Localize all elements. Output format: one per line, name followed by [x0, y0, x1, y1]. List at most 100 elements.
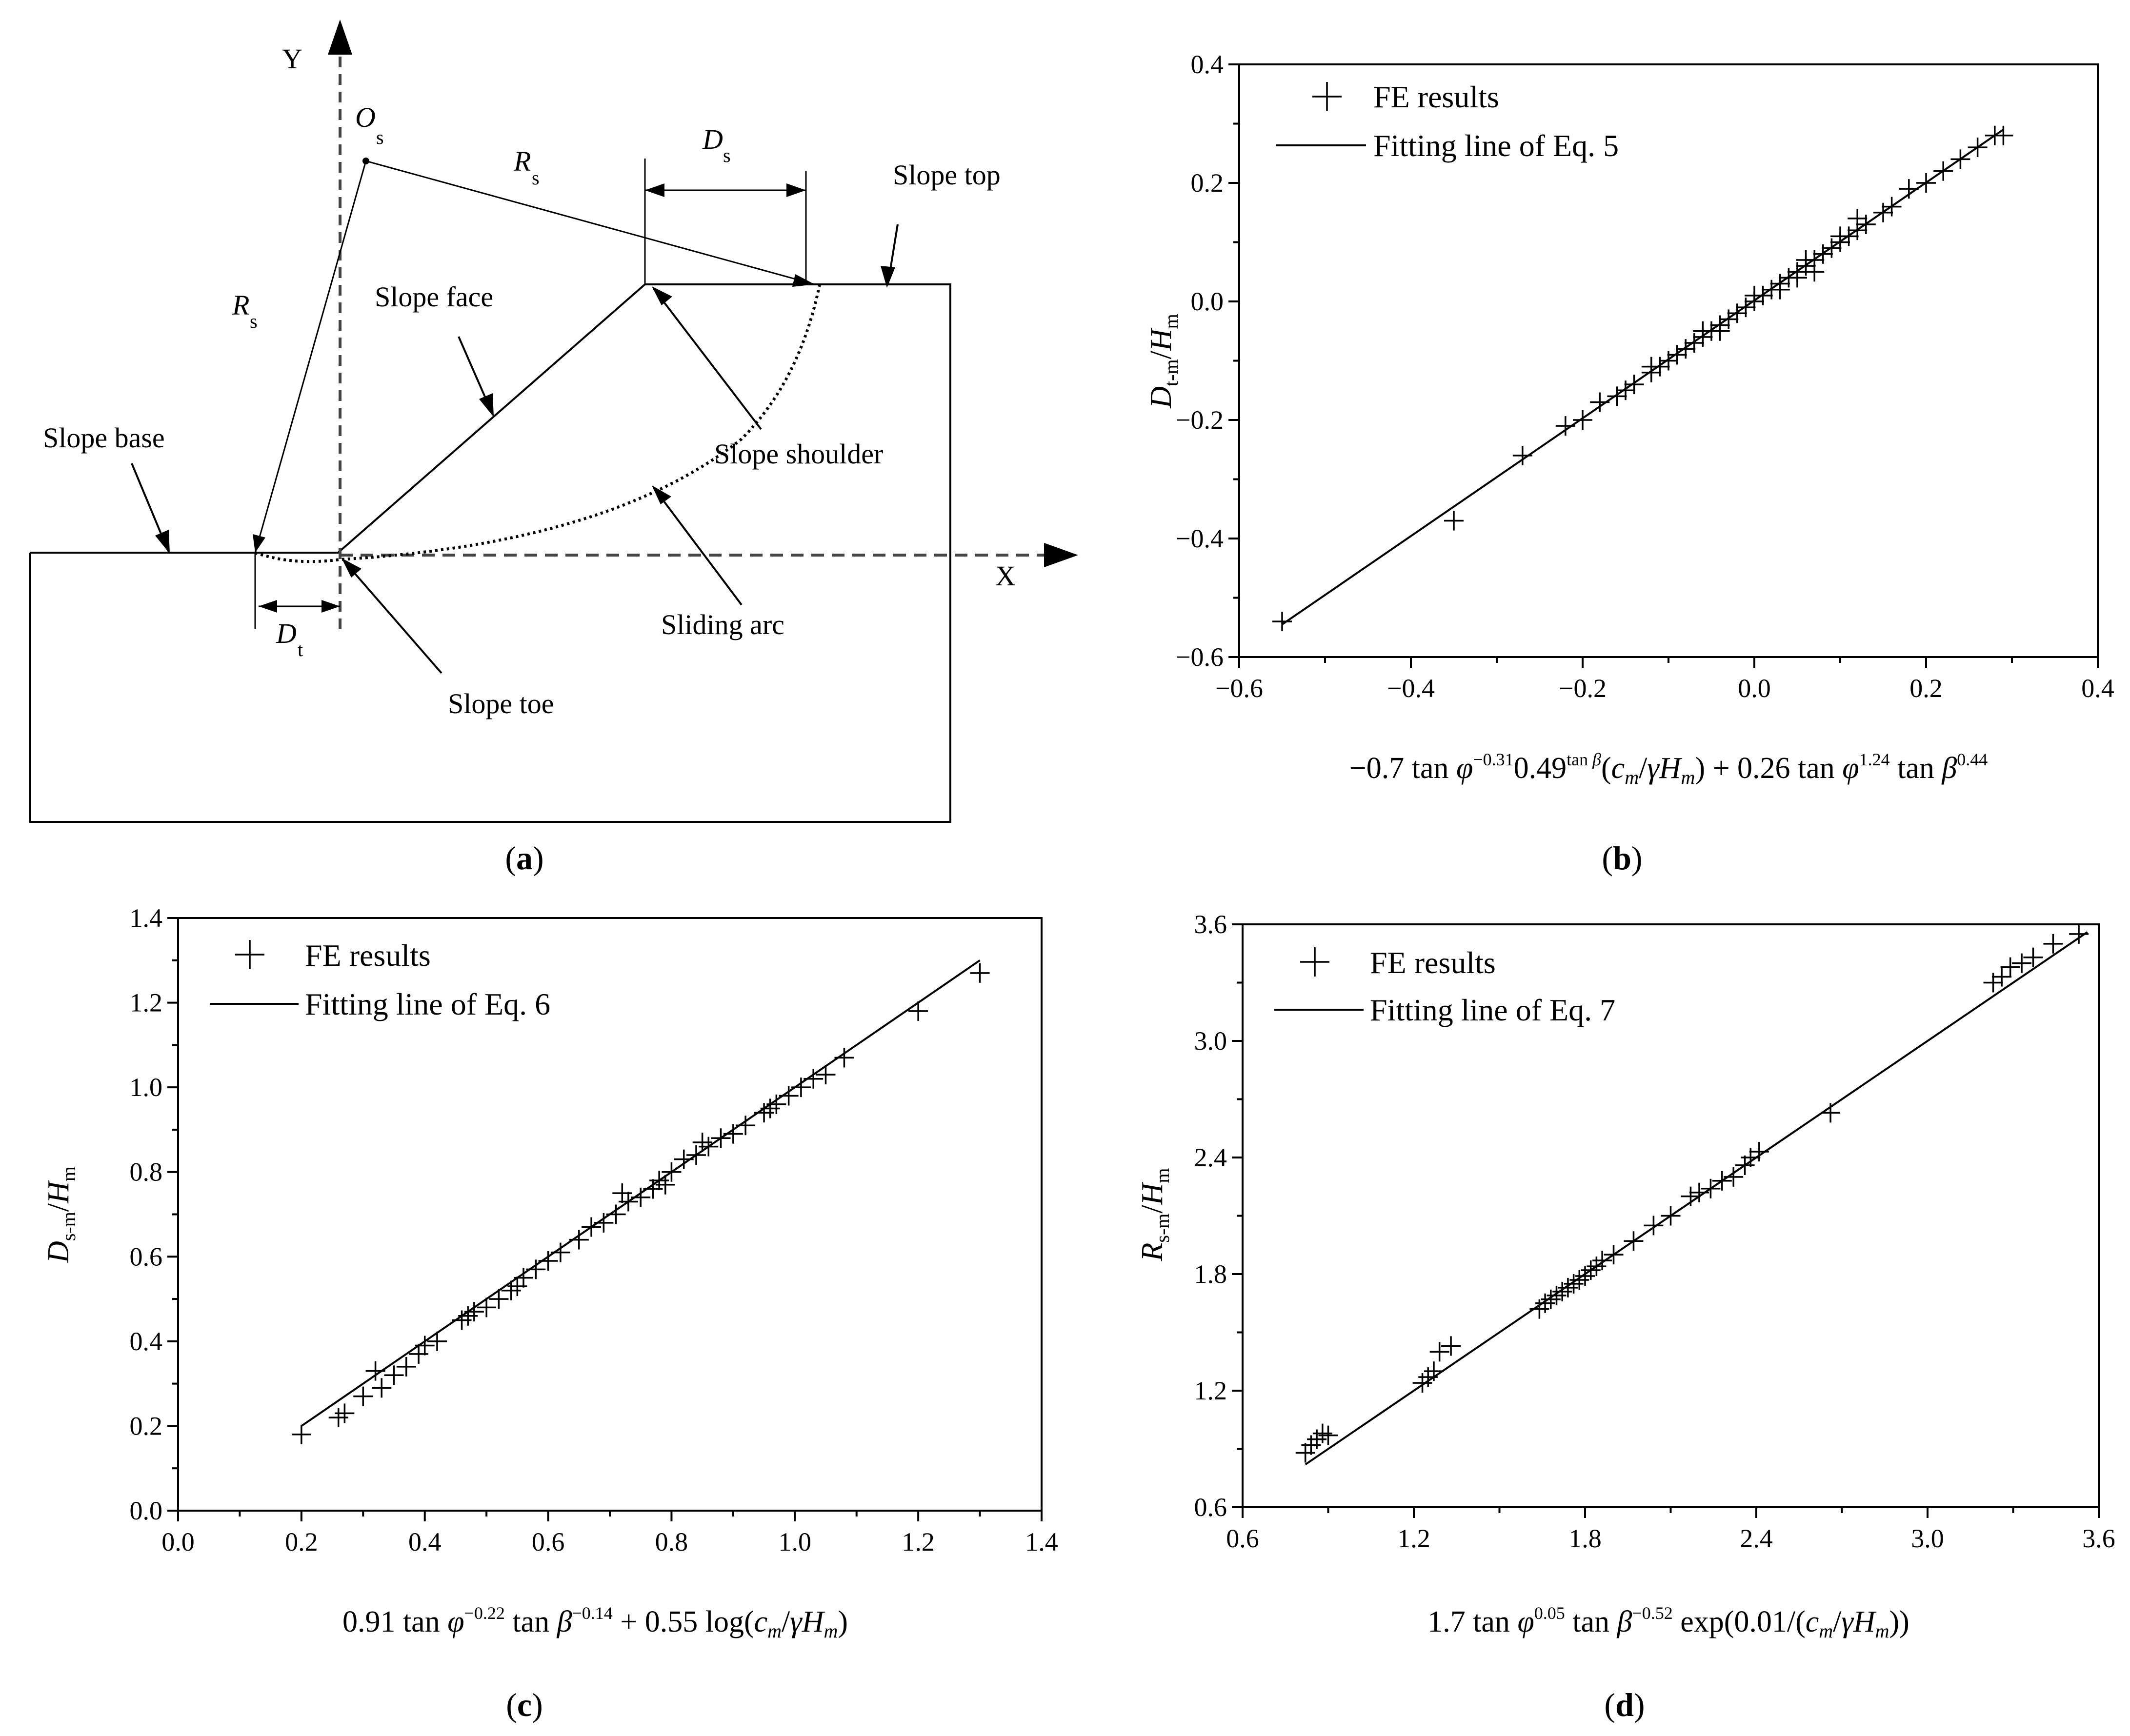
data-point — [2023, 947, 2043, 967]
x-tick-label: 0.2 — [285, 1527, 318, 1556]
data-point — [372, 1378, 392, 1398]
slope-base-arrow-icon — [155, 530, 170, 554]
x-tick-label: 1.2 — [902, 1527, 935, 1556]
os-label: O — [355, 101, 376, 133]
x-tick-label: 1.2 — [1397, 1524, 1430, 1553]
x-tick-label: 0.2 — [1909, 674, 1943, 703]
ylabel-c: Ds-m/Hm — [42, 1166, 80, 1263]
data-point — [477, 1297, 497, 1317]
slope-base-label: Slope base — [43, 422, 165, 454]
axis-ticks-b: −0.6 −0.4 −0.2 0.0 0.2 0.4 −0.6 −0.4 −0.2 0.0 0.2 0… — [1176, 50, 2114, 703]
data-point — [396, 1357, 416, 1377]
y-tick-label: 1.2 — [130, 988, 163, 1018]
dt-label: D — [276, 618, 297, 649]
data-point — [489, 1289, 509, 1309]
slope-top-label: Slope top — [893, 159, 1001, 191]
y-tick-label: −0.4 — [1176, 524, 1224, 553]
y-tick-label: 1.8 — [1194, 1259, 1227, 1289]
data-point — [1444, 511, 1464, 531]
legend-b-fit: Fitting line of Eq. 5 — [1373, 128, 1619, 163]
y-tick-label: −0.6 — [1176, 642, 1224, 672]
caption-d: (d) — [1604, 1686, 1645, 1723]
data-point — [291, 1424, 311, 1444]
radius-line-top — [365, 160, 815, 285]
data-point — [1301, 1435, 1321, 1455]
rs-top-subscript: s — [532, 167, 540, 189]
data-point — [1848, 208, 1868, 228]
data-point — [1307, 1429, 1327, 1449]
data-points-d — [1295, 924, 2089, 1463]
slope-face-label: Slope face — [375, 281, 493, 313]
legend-c-fe: FE results — [305, 938, 431, 973]
data-point — [1805, 262, 1825, 282]
axis-ticks-d: 0.6 1.2 1.8 2.4 3.0 3.6 0.6 1.2 1.8 2.4 3.0 3.6 — [1194, 910, 2115, 1553]
rs-left-subscript: s — [250, 310, 258, 332]
ds-label: D — [702, 123, 723, 155]
x-tick-label: 0.4 — [408, 1527, 442, 1556]
caption-a-letter: a — [516, 839, 533, 877]
caption-b: (b) — [1602, 839, 1642, 877]
x-tick-label: 0.8 — [655, 1527, 688, 1556]
slope-face-arrow-icon — [479, 393, 494, 417]
x-tick-label: −0.4 — [1387, 674, 1435, 703]
chart-d: 0.6 1.2 1.8 2.4 3.0 3.6 0.6 1.2 1.8 2.4 3.0 3.6 FE … — [1136, 910, 2115, 1723]
sliding-arc-arrow-icon — [652, 485, 671, 504]
y-tick-label: 0.4 — [1191, 50, 1224, 79]
radius-line-left — [254, 160, 367, 553]
chart-b: −0.6 −0.4 −0.2 0.0 0.2 0.4 −0.6 −0.4 −0.2 0.0 0.2 0… — [1145, 50, 2114, 877]
y-tick-label: 0.0 — [130, 1496, 163, 1525]
data-point — [384, 1365, 404, 1385]
ylabel-b: Dt-m/Hm — [1145, 314, 1182, 408]
x-tick-label: 0.0 — [1738, 674, 1771, 703]
ds-arrow-right-icon — [786, 183, 806, 197]
slope-shoulder-label: Slope shoulder — [714, 438, 883, 470]
dt-arrow-right-icon — [322, 600, 340, 613]
data-point — [507, 1277, 527, 1297]
slope-toe-arrow-icon — [342, 558, 362, 578]
x-tick-label: 0.0 — [161, 1527, 195, 1556]
caption-c: (c) — [506, 1686, 543, 1723]
legend-d-fe: FE results — [1370, 945, 1496, 980]
axis-ticks-c: 0.0 0.2 0.4 0.6 0.8 1.0 1.2 1.4 0.0 0.2 0.4 0.6 0.8 1… — [130, 903, 1058, 1556]
radius-arrow-icon — [253, 534, 265, 553]
x-tick-label: 0.6 — [1226, 1524, 1259, 1553]
data-point — [1644, 1216, 1664, 1236]
caption-c-letter: c — [517, 1686, 532, 1723]
data-point — [2012, 953, 2032, 973]
radius-arrow-top-icon — [792, 274, 815, 287]
y-tick-label: 1.4 — [130, 903, 163, 933]
data-point — [1312, 1423, 1332, 1443]
x-tick-label: −0.2 — [1559, 674, 1607, 703]
y-tick-label: 0.2 — [130, 1411, 163, 1440]
y-axis-label: Y — [282, 43, 302, 75]
y-tick-label: 0.4 — [130, 1327, 163, 1356]
data-point — [1272, 612, 1292, 632]
data-point — [970, 963, 990, 983]
rs-left-label: R — [232, 289, 249, 321]
legend-c-fit: Fitting line of Eq. 6 — [305, 987, 550, 1021]
slope-toe-pointer — [343, 560, 442, 674]
data-point — [1429, 1342, 1449, 1362]
data-point — [1592, 1251, 1612, 1271]
x-axis-arrow-icon — [1044, 543, 1078, 567]
data-point — [2043, 934, 2063, 954]
x-tick-label: 0.4 — [2081, 674, 2114, 703]
x-tick-label: 3.0 — [1911, 1524, 1944, 1553]
x-tick-label: 2.4 — [1740, 1524, 1773, 1553]
y-tick-label: 0.0 — [1191, 287, 1224, 316]
xlabel-b: −0.7 tan φ−0.310.49tan β(cm/γHm) + 0.26 … — [1349, 750, 1988, 788]
slope-toe-label: Slope toe — [448, 688, 554, 719]
ds-subscript: s — [723, 144, 731, 166]
slope-shoulder-arrow-icon — [652, 286, 672, 305]
y-axis-arrow-icon — [328, 20, 352, 55]
fit-line-b — [1281, 129, 2004, 625]
data-point — [1992, 967, 2012, 987]
fit-line-c — [301, 959, 981, 1427]
data-point — [816, 1065, 836, 1085]
y-tick-label: 0.6 — [1194, 1493, 1227, 1522]
caption-d-letter: d — [1615, 1686, 1634, 1723]
data-point — [692, 1132, 712, 1152]
chart-c: 0.0 0.2 0.4 0.6 0.8 1.0 1.2 1.4 0.0 0.2 0.4 0.6 0.8 1… — [42, 903, 1058, 1723]
y-tick-label: −0.2 — [1176, 405, 1224, 435]
legend-b-fe: FE results — [1373, 80, 1499, 114]
